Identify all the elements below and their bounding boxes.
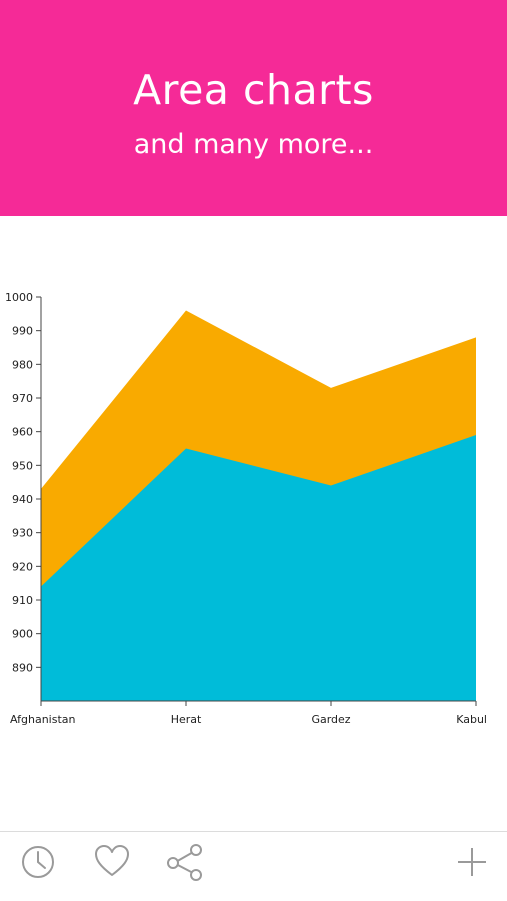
y-tick-label-930: 930 <box>12 527 33 540</box>
page-title: Area charts <box>133 66 374 114</box>
y-tick-label-890: 890 <box>12 661 33 674</box>
header-banner: Area charts and many more... <box>0 0 507 216</box>
y-tick-label-980: 980 <box>12 358 33 371</box>
y-tick-label-900: 900 <box>12 628 33 641</box>
y-tick-label-940: 940 <box>12 493 33 506</box>
x-tick-label-2: Herat <box>171 713 202 726</box>
area-series-2 <box>41 435 476 701</box>
y-tick-label-990: 990 <box>12 325 33 338</box>
clock-icon[interactable] <box>18 842 58 882</box>
x-tick-label-4: Kabul <box>456 713 487 726</box>
chart-area: 890 900 910 920 930 940 950 960 970 980 990 1000 Afg… <box>0 216 507 828</box>
share-icon[interactable] <box>164 842 204 882</box>
page-subtitle: and many more... <box>133 129 374 160</box>
y-tick-label-970: 970 <box>12 392 33 405</box>
x-tick-label-1: Afghanistan <box>10 713 76 726</box>
y-tick-label-910: 910 <box>12 594 33 607</box>
y-tick-label-1000: 1000 <box>5 291 33 304</box>
y-tick-label-950: 950 <box>12 459 33 472</box>
bottom-toolbar <box>0 831 507 901</box>
heart-icon[interactable] <box>92 842 132 882</box>
y-tick-label-920: 920 <box>12 560 33 573</box>
plus-icon[interactable] <box>452 842 492 882</box>
y-tick-label-960: 960 <box>12 426 33 439</box>
x-tick-label-3: Gardez <box>311 713 350 726</box>
area-chart: 890 900 910 920 930 940 950 960 970 980 990 1000 Afg… <box>5 291 487 726</box>
